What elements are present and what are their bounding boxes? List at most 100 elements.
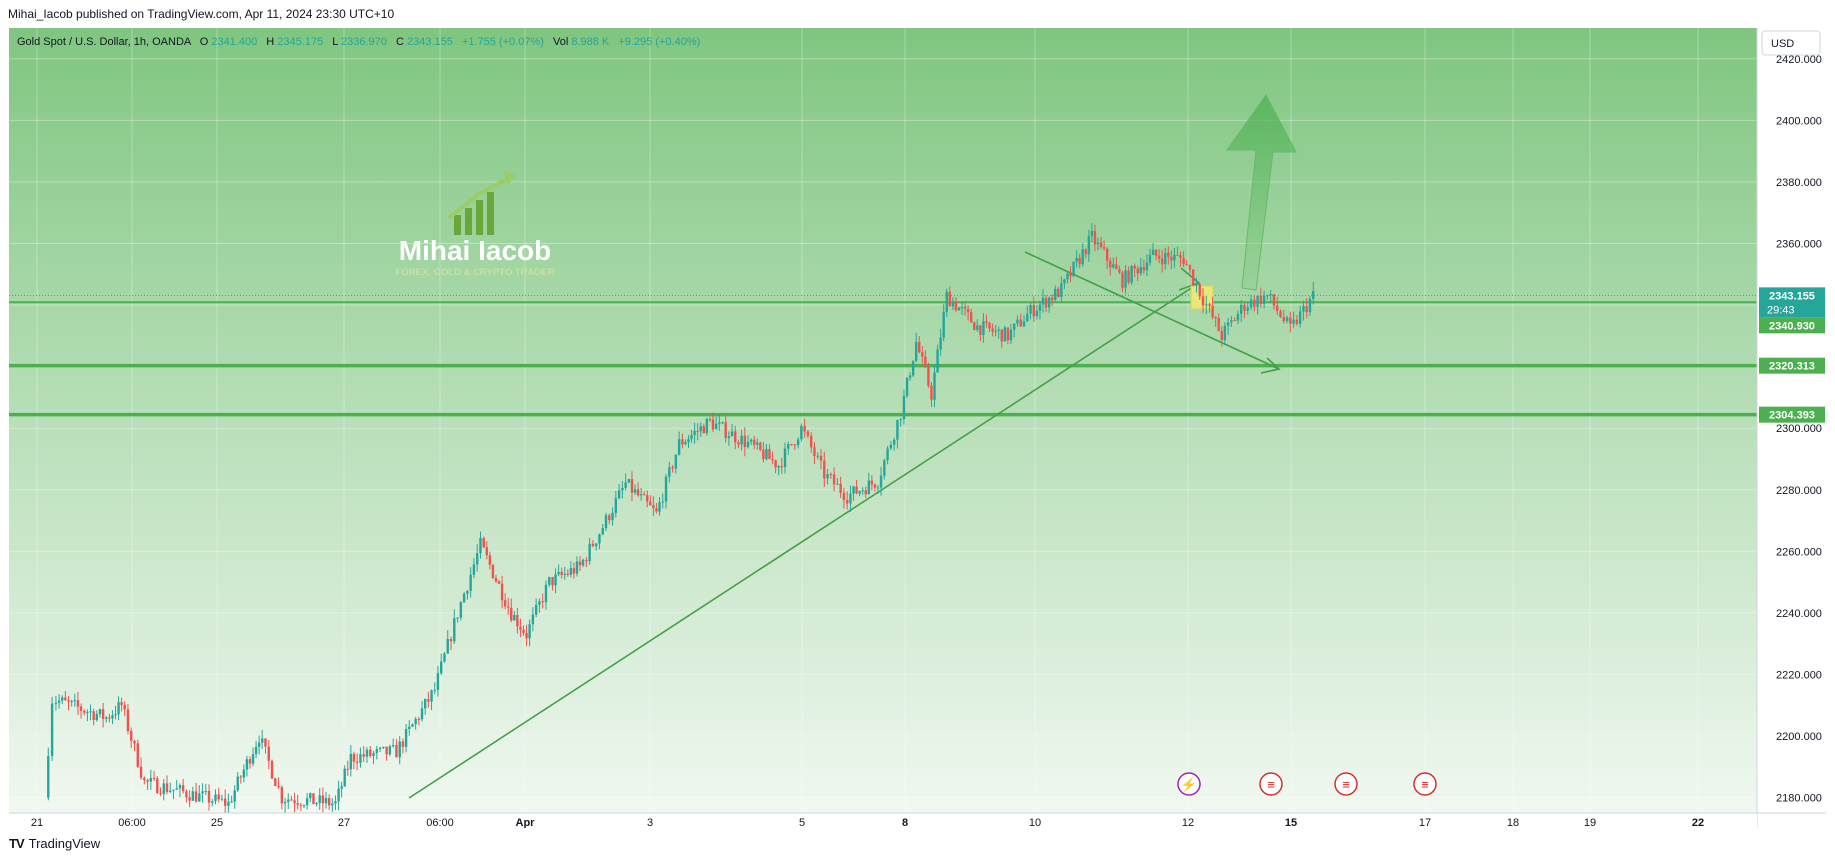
candle-body (534, 604, 538, 615)
candle-body (101, 709, 105, 719)
candle-body (1044, 297, 1048, 308)
candle-body (462, 593, 466, 603)
candle-body (1205, 304, 1208, 306)
candle-body (185, 791, 188, 798)
candle-body (966, 308, 970, 313)
candle-body (957, 307, 961, 311)
candle-body (939, 337, 942, 350)
candle-body (1298, 311, 1302, 324)
candle-body (1160, 258, 1164, 265)
time-tick-label: 12 (1182, 817, 1194, 828)
publish-info: Mihai_Iacob published on TradingView.com… (8, 7, 395, 21)
candle-body (1090, 230, 1094, 236)
candle-body (759, 442, 762, 450)
candle-body (765, 448, 768, 460)
candle-body (510, 607, 513, 621)
candle-body (433, 689, 436, 691)
candle-body (334, 801, 337, 804)
candle-body (108, 717, 111, 719)
candle-body (290, 799, 293, 801)
us-flag-event-icon[interactable]: ≡ (1259, 772, 1283, 796)
candle-body (1188, 265, 1192, 270)
candle-body (569, 568, 573, 575)
time-axis[interactable]: 21 06:00 25 27 06:00 Apr 3 5 8 10 12 15 17 18 19 22 (31, 817, 1704, 829)
candle-body (388, 746, 392, 755)
candle-body (777, 466, 780, 468)
candle-body (439, 661, 443, 674)
candle-body (1102, 247, 1106, 249)
candle-body (346, 768, 349, 770)
candle-body (485, 547, 489, 556)
footer-brand: TradingView (28, 836, 101, 851)
horizontal-levels[interactable] (9, 294, 1757, 417)
currency-button[interactable]: USD (1761, 30, 1821, 56)
us-flag-event-icon[interactable]: ≡ (1334, 772, 1358, 796)
descending-trendline[interactable] (1024, 251, 1280, 370)
level-price-label: 2340.930 (1769, 320, 1815, 332)
candle-body (1022, 321, 1026, 327)
candle-body (813, 447, 816, 457)
candle-body (960, 307, 964, 309)
candle-body (800, 425, 803, 440)
level-price-badge (1759, 317, 1825, 334)
candle-body (337, 788, 340, 802)
candle-body (661, 501, 664, 503)
lightning-event-icon[interactable]: ⚡ (1177, 772, 1201, 796)
candle-body (446, 638, 449, 654)
price-chart[interactable]: Mihai Iacob FOREX, GOLD & CRYPTO TRADER … (9, 28, 1826, 829)
candle-body (921, 352, 924, 357)
candle-body (525, 632, 528, 639)
candle-body (774, 460, 777, 468)
currency-button-label[interactable]: USD (1771, 38, 1794, 50)
economic-events[interactable]: ⚡ ≡ ≡ ≡ (1177, 772, 1437, 796)
candle-body (239, 776, 243, 778)
candle-body (630, 479, 634, 493)
candle-body (1003, 327, 1007, 342)
price-axis-labels: 2343.155 29:43 2340.930 2320.313 2304.393 (1759, 287, 1825, 423)
candle-body (230, 801, 233, 803)
candle-body (315, 802, 318, 805)
candle-body (236, 776, 239, 791)
candle-body (217, 794, 220, 800)
footer-branding[interactable]: TV TradingView (9, 836, 100, 851)
candle-body (566, 573, 569, 575)
candle-body (1214, 317, 1217, 319)
candle-body (1054, 288, 1057, 301)
candle-body (846, 500, 849, 504)
candle-body (120, 702, 123, 706)
candle-body (780, 466, 783, 468)
candle-body (318, 795, 321, 803)
chart-canvas[interactable]: Mihai Iacob FOREX, GOLD & CRYPTO TRADER … (9, 28, 1826, 829)
candle-body (324, 798, 328, 804)
candle-body (1191, 269, 1195, 285)
ascending-trendline[interactable] (408, 282, 1200, 799)
candle-body (1087, 235, 1091, 255)
candle-body (181, 785, 185, 792)
low-label: L (332, 36, 338, 48)
us-flag-event-icon[interactable]: ≡ (1413, 772, 1437, 796)
candle-body (1157, 255, 1161, 259)
candle-body (201, 791, 204, 794)
candle-body (188, 797, 191, 801)
volume-change: +9.295 (+0.40%) (618, 36, 700, 48)
candle-body (1084, 249, 1087, 255)
candle-body (133, 740, 136, 744)
candle-body (627, 479, 631, 483)
candle-body (1000, 329, 1003, 342)
candle-body (1121, 272, 1124, 288)
candle-body (617, 490, 621, 499)
candle-body (842, 492, 846, 501)
candle-body (591, 543, 595, 547)
candle-body (466, 590, 469, 594)
candle-body (639, 494, 643, 496)
candle-body (1136, 268, 1139, 274)
candle-body (1142, 267, 1146, 271)
candle-body (1066, 273, 1069, 280)
candle-body (671, 467, 674, 469)
candle-body (1259, 295, 1263, 304)
candle-body (1208, 304, 1211, 306)
candle-body (649, 501, 652, 506)
candle-body (472, 564, 476, 575)
candle-body (411, 724, 414, 727)
candle-body (1060, 283, 1063, 297)
